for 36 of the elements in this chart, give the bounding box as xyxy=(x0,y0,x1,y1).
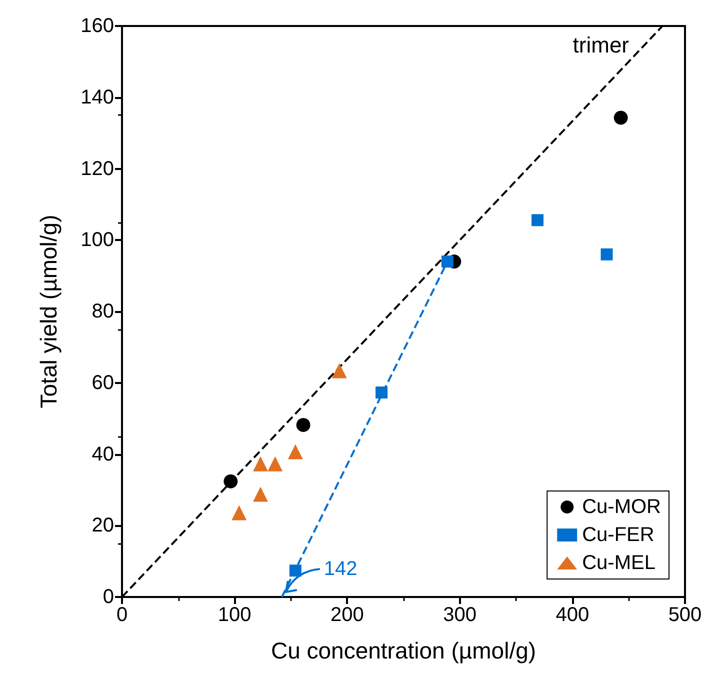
point xyxy=(600,248,613,260)
x-tick-label: 0 xyxy=(116,604,128,626)
point xyxy=(614,110,628,125)
point xyxy=(253,456,268,472)
x-tick-label: 100 xyxy=(218,604,252,626)
legend-label: Cu-MEL xyxy=(582,552,656,574)
y-tick-label: 80 xyxy=(92,300,114,322)
point xyxy=(531,214,544,226)
point xyxy=(224,474,238,488)
point xyxy=(268,456,283,472)
y-tick-label: 160 xyxy=(80,15,114,37)
x-tick-label: 400 xyxy=(556,604,590,626)
point xyxy=(232,505,247,520)
point xyxy=(441,256,454,268)
y-tick-label: 140 xyxy=(80,86,114,108)
x-tick-label: 500 xyxy=(668,604,702,626)
point xyxy=(296,418,310,432)
y-tick-label: 0 xyxy=(102,586,114,608)
y-tick-label: 120 xyxy=(80,158,114,180)
y-axis-title: Total yield (µmol/g) xyxy=(36,214,62,408)
y-tick-label: 20 xyxy=(92,514,114,537)
point xyxy=(332,363,347,378)
legend-label: Cu-MOR xyxy=(582,496,662,518)
x-tick-label: 300 xyxy=(443,604,476,626)
point xyxy=(253,486,268,502)
x-axis-title: Cu concentration (µmol/g) xyxy=(270,638,536,664)
point xyxy=(288,444,303,460)
point xyxy=(289,564,302,577)
y-tick-label: 60 xyxy=(92,372,114,394)
annotation: 142 xyxy=(324,558,358,580)
annotation: trimer xyxy=(572,32,630,58)
y-tick-label: 100 xyxy=(80,229,114,252)
y-tick-label: 40 xyxy=(92,443,114,466)
legend-label: Cu-FER xyxy=(582,524,654,546)
x-tick-label: 200 xyxy=(330,604,364,626)
point xyxy=(376,386,388,399)
